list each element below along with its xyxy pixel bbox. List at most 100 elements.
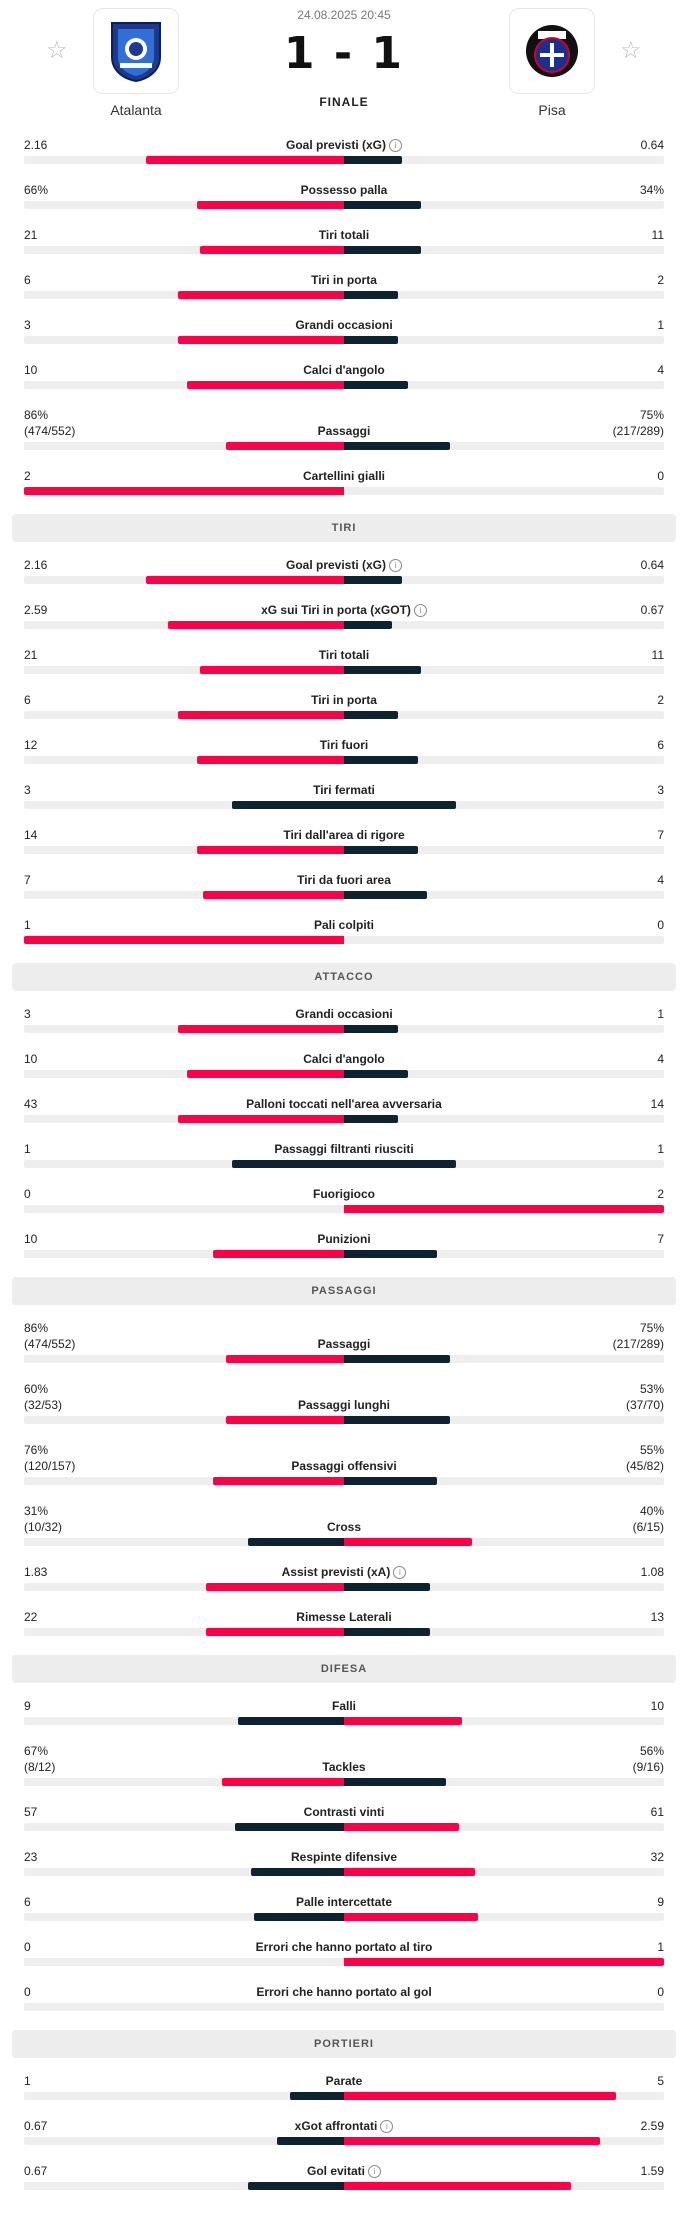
home-bar [177,291,344,299]
info-icon[interactable]: i [380,2120,394,2134]
away-bar [344,1250,437,1258]
home-value: 12 [24,737,37,753]
stat-row: 3 Grandi occasioni 1 [0,1001,688,1046]
home-value-main: 1 [24,2074,31,2088]
home-value: 2.16 [24,557,47,573]
stat-row: 6 Tiri in porta 2 [0,687,688,732]
away-value: 7 [657,827,664,843]
home-bar [145,156,344,164]
away-value-main: 7 [657,828,664,842]
away-value: 2 [657,1186,664,1202]
stat-label: Passaggi filtranti riusciti [150,1141,538,1157]
away-value: 0.64 [641,557,664,573]
home-value: 0 [24,1939,31,1955]
stat-label: Falli [150,1698,538,1714]
away-value-sub: (37/70) [625,1398,664,1412]
away-value-main: 1 [657,1007,664,1021]
home-value: 21 [24,647,37,663]
stat-label-text: xGot affrontati [294,2119,378,2133]
home-value-main: 6 [24,1895,31,1909]
match-status: FINALE [319,95,369,109]
home-value-main: 57 [24,1805,38,1819]
stat-label-text: Tiri da fuori area [297,873,391,887]
away-value-main: 1 [657,1142,664,1156]
stat-label-text: Passaggi offensivi [291,1459,397,1473]
favorite-home-star-icon[interactable]: ☆ [46,37,68,64]
favorite-away-star-icon[interactable]: ☆ [620,37,642,64]
away-bar [344,156,402,164]
stat-label: Tiri fuori [150,737,538,753]
home-value: 1.83 [24,1564,47,1580]
home-value: 66% [24,182,48,198]
away-bar [344,291,399,299]
stat-label: Respinte difensive [150,1849,538,1865]
away-bar [344,621,392,629]
stat-row: 1 Passaggi filtranti riusciti 1 [0,1136,688,1181]
stat-label: Grandi occasioni [150,317,538,333]
home-value-main: 2.16 [24,558,48,572]
stat-row: 1 Pali colpiti 0 [0,912,688,957]
away-value-main: 34% [639,183,664,197]
stat-bar-track [24,1115,664,1123]
away-bar [344,246,421,254]
stat-row: 1 Parate 5 [0,2068,688,2113]
home-value-main: 0 [24,1187,31,1201]
home-value: 23 [24,1849,37,1865]
home-value-main: 31% [24,1504,49,1518]
stat-label: Palloni toccati nell'area avversaria [150,1096,538,1112]
home-value-main: 22 [24,1610,38,1624]
home-bar [177,711,344,719]
info-icon[interactable]: i [413,604,427,618]
away-value-main: 9 [657,1895,664,1909]
away-value-main: 1.59 [640,2164,664,2178]
stat-label: Tiri totali [150,647,538,663]
home-value: 31% (10/32) [24,1503,62,1535]
away-bar [344,1205,664,1213]
away-value: 1 [657,1006,664,1022]
section-title: ATTACCO [314,971,374,983]
away-value: 4 [657,1051,664,1067]
away-bar [344,711,399,719]
away-value: 75% (217/289) [613,407,664,439]
home-value-main: 66% [24,183,49,197]
stat-label: Goal previsti (xG) i [150,137,538,153]
stat-label-text: Pali colpiti [313,918,374,932]
home-team[interactable]: Atalanta [76,8,196,118]
stat-label: Cartellini gialli [150,468,538,484]
home-value: 60% (32/53) [24,1381,62,1413]
stat-label-text: Respinte difensive [290,1850,398,1864]
away-team-name: Pisa [538,102,566,118]
pisa-logo-icon [509,8,595,94]
away-team[interactable]: Pisa [492,8,612,118]
home-value: 3 [24,782,31,798]
away-value-main: 56% [639,1744,664,1758]
home-bar [145,576,344,584]
home-value: 2 [24,468,31,484]
section-title: DIFESA [320,1663,368,1675]
stat-label: Grandi occasioni [150,1006,538,1022]
home-value-main: 6 [24,693,31,707]
info-icon[interactable]: i [389,559,403,573]
away-value: 1.08 [641,1564,664,1580]
stat-label-text: Cross [326,1520,361,1534]
stat-bar-track [24,336,664,344]
home-bar [232,1160,344,1168]
away-bar [344,891,428,899]
stat-label-text: Calci d'angolo [303,1052,385,1066]
stat-label: Goal previsti (xG) i [150,557,538,573]
stat-bar-track [24,1717,664,1725]
section-title: PASSAGGI [311,1285,377,1297]
away-value-sub: (217/289) [612,424,664,438]
info-icon[interactable]: i [389,139,403,153]
stat-label: Tiri da fuori area [150,872,538,888]
away-bar [344,2137,600,2145]
info-icon[interactable]: i [393,1566,407,1580]
stat-label-text: Tiri totali [318,648,370,662]
away-value-main: 4 [657,1052,664,1066]
home-value: 14 [24,827,37,843]
stat-bar-track [24,2182,664,2190]
stat-label-text: Tackles [322,1760,366,1774]
away-bar [344,1160,456,1168]
section-header-bar [12,963,676,991]
info-icon[interactable]: i [368,2165,381,2179]
